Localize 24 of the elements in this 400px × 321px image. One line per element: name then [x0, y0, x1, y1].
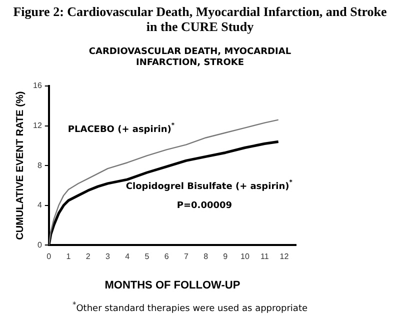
x-tick-label: 0	[46, 252, 52, 262]
y-tick-label: 12	[32, 121, 42, 130]
x-tick-label: 6	[164, 252, 170, 262]
chart-subtitle: CARDIOVASCULAR DEATH, MYOCARDIAL INFARCTION, STROKE	[88, 47, 292, 69]
x-tick-label: 2	[86, 252, 91, 262]
x-tick-label: 4	[125, 252, 130, 262]
text: $^{*}$Other standard therapies were used as appropriate	[71, 300, 309, 314]
annotation: P=0.00009	[176, 201, 232, 211]
x-tick-label: 11	[260, 252, 270, 262]
x-tick-label: 8	[204, 252, 209, 262]
y-tick-label: 0	[37, 240, 42, 250]
x-tick-label: 7	[184, 252, 189, 262]
chart-title: Figure 2: Cardiovascular Death, Myocardial Infarction, and Stroke in the CURE Study	[12, 4, 388, 34]
x-tick-label: 12	[280, 252, 290, 262]
y-tick-label: 8	[37, 160, 42, 170]
x-tick-label: 1	[66, 252, 72, 262]
y-tick-label: 4	[37, 200, 42, 210]
x-tick-label: 5	[144, 252, 150, 262]
x-tick-label: 10	[240, 252, 250, 262]
y-tick-label: 16	[32, 81, 42, 90]
x-tick-label: 3	[106, 252, 111, 262]
x-axis-title: MONTHS OF FOLLOW-UP	[104, 279, 240, 292]
x-tick-label: 9	[223, 252, 228, 262]
y-axis-title: CUMULATIVE EVENT RATE (%)	[14, 91, 26, 240]
